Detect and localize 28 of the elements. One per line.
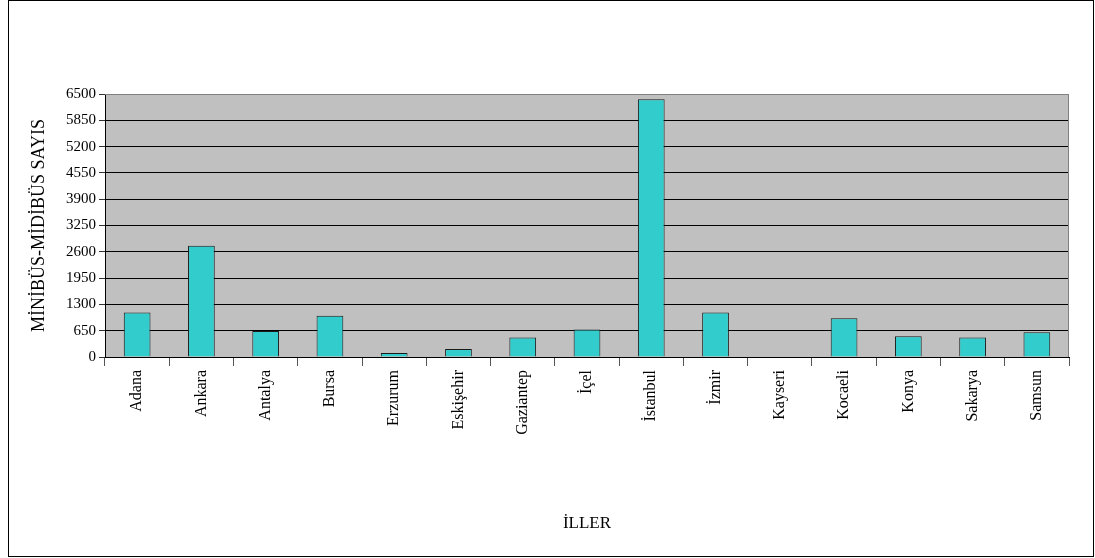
y-tick-label: 1300 xyxy=(66,295,96,312)
x-tick-label: Samsun xyxy=(1027,370,1045,421)
x-tick-label: Konya xyxy=(898,370,917,413)
x-axis-title: İLLER xyxy=(562,513,612,533)
x-tick-label: İstanbul xyxy=(641,369,659,422)
x-tick-label: Ankara xyxy=(191,370,209,418)
x-tick-label: Bursa xyxy=(320,370,338,408)
x-tick-label: Adana xyxy=(127,370,145,412)
y-axis-title: MİNİBÜS-MİDİBÜS SAYIS xyxy=(27,119,48,332)
y-tick-label: 5850 xyxy=(66,111,96,128)
x-tick-label: Kocaeli xyxy=(834,369,852,420)
y-tick-label: 1950 xyxy=(66,269,96,286)
y-tick-label: 4550 xyxy=(66,163,96,180)
y-tick-label: 3900 xyxy=(66,190,96,207)
y-tick-label: 2600 xyxy=(66,242,96,259)
y-tick-label: 5200 xyxy=(66,137,96,154)
x-tick-label: Sakarya xyxy=(962,370,981,422)
y-tick-label: 650 xyxy=(73,321,96,338)
x-tick-label: İçel xyxy=(577,369,596,394)
x-tick-label: Antalya xyxy=(255,370,274,421)
x-tick-label: Gaziantep xyxy=(512,370,531,435)
y-tick-label: 0 xyxy=(88,347,96,364)
y-tick-label: 6500 xyxy=(66,84,96,101)
x-tick-label: İzmir xyxy=(705,369,723,405)
x-tick-label: Erzurum xyxy=(384,369,402,426)
x-tick-label: Kayseri xyxy=(770,369,788,420)
x-tick-label: Eskişehir xyxy=(448,369,467,430)
y-tick-label: 3250 xyxy=(66,216,96,233)
